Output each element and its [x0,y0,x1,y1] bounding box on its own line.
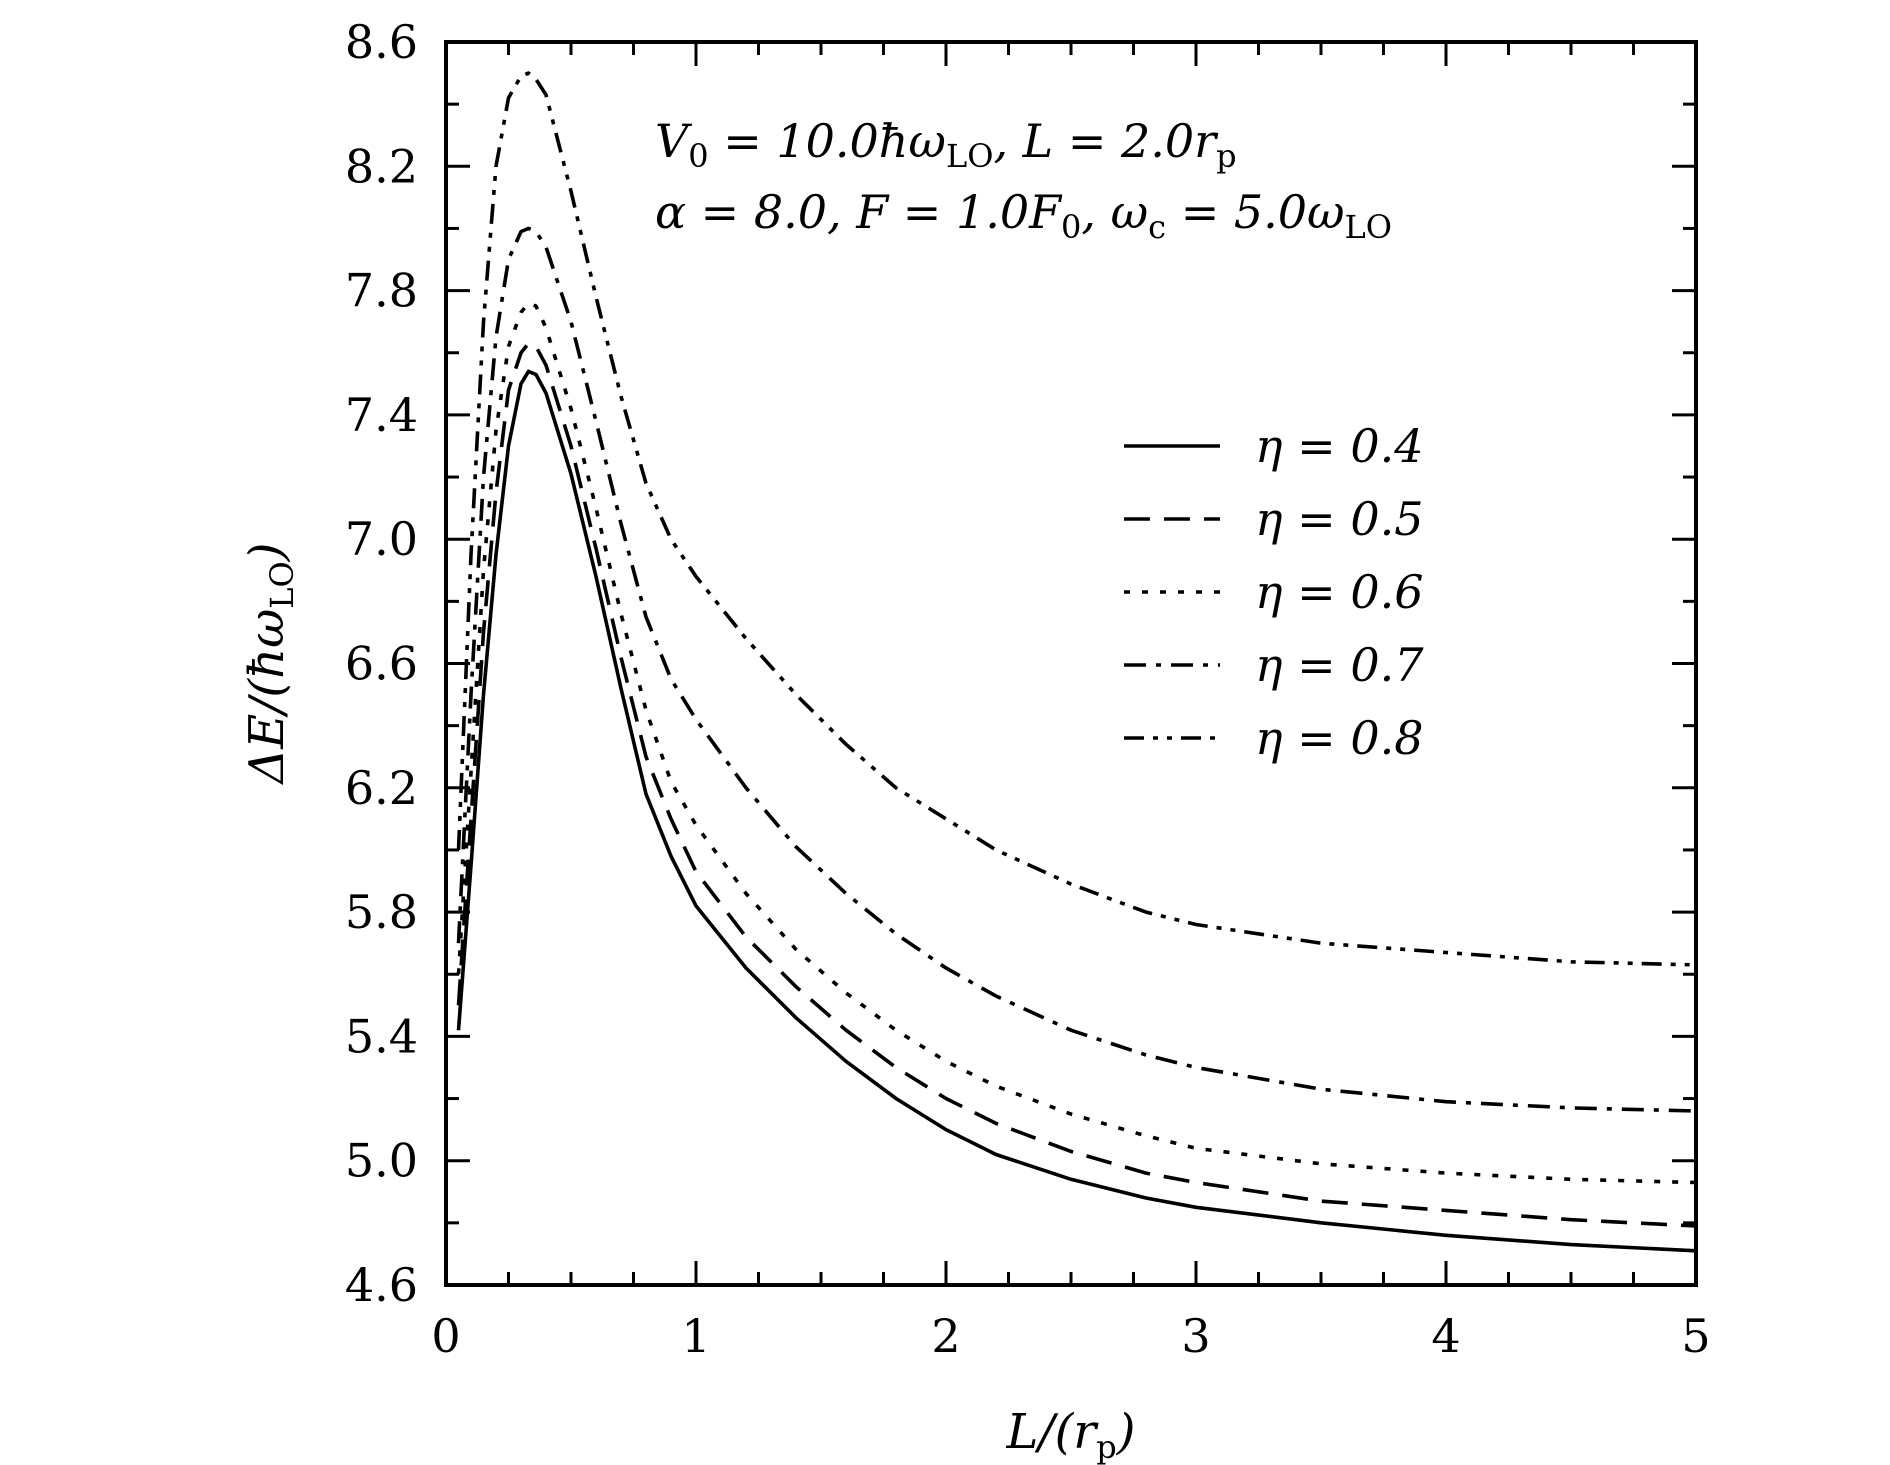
y-axis-title: ΔE/(ħωLO) [239,543,301,786]
series-line-3 [456,301,1697,1185]
annot2-wlo: = 5.0ω [1166,185,1344,239]
annot2-wlo-sub: LO [1345,208,1392,246]
series-line-2 [456,341,1697,1228]
annot2-w-sub: c [1148,208,1166,246]
legend: η = 0.4 η = 0.5 η = 0.6 η = 0.7 η = 0.8 [1124,419,1424,765]
x-tick-label: 5 [1681,1309,1710,1363]
x-axis-title-sub: p [1096,1428,1116,1465]
annot2-a-sub: 0 [1061,208,1081,246]
tick-label-layer: 0 1 2 3 4 5 4.6 5.0 5.4 5.8 6.2 6.6 7.0 7.4 7.8 8.2 8.6 [345,15,1711,1363]
x-tick-label: 0 [431,1309,460,1363]
y-tick-label: 4.6 [345,1258,418,1312]
annot1-l-sub: p [1216,137,1236,175]
annotation-line-1: V0 = 10.0ħωLO, L = 2.0rp [655,114,1237,175]
series-line-1 [456,369,1697,1253]
legend-label: η = 0.8 [1255,711,1424,765]
x-axis-title-main: L/(r [1006,1404,1100,1460]
x-tick-label: 1 [681,1309,710,1363]
y-tick-label: 8.6 [345,15,418,69]
y-tick-label: 5.0 [345,1134,418,1188]
annotation-line-2: α = 8.0, F = 1.0F0, ωc = 5.0ωLO [655,185,1392,246]
plot-frame [444,40,1698,1287]
x-axis-title-end: ) [1116,1404,1136,1460]
annot1-hw-sub: LO [946,137,993,175]
y-tick-label: 5.4 [345,1009,418,1063]
y-tick-label: 6.6 [345,637,418,691]
y-axis-title-main: ΔE/(ħω [239,609,295,786]
annot1-v-sub: 0 [688,137,708,175]
series-layer [456,71,1697,1253]
y-tick-label: 7.8 [345,264,418,318]
legend-label: η = 0.5 [1255,492,1424,546]
y-tick-label: 7.4 [345,388,418,442]
annot2-a: α = 8.0, F = 1.0F [655,185,1063,239]
annot2-w: , ω [1081,185,1148,239]
legend-label: η = 0.6 [1255,565,1424,619]
annot1-v: V [655,114,693,168]
y-tick-label: 5.8 [345,885,418,939]
annot1-l: , L = 2.0r [993,114,1219,168]
annot1-hw: = 10.0ħω [709,114,946,168]
y-axis-title-end: ) [239,543,295,563]
y-axis-title-sub: LO [263,561,301,608]
x-tick-label: 2 [931,1309,960,1363]
y-tick-label: 7.0 [345,512,418,566]
x-tick-label: 4 [1431,1309,1460,1363]
y-tick-label: 6.2 [345,761,418,815]
x-axis-title: L/(rp) [1006,1404,1136,1465]
y-tick-label: 8.2 [345,139,418,193]
x-tick-label: 3 [1181,1309,1210,1363]
series-line-5 [456,71,1697,967]
legend-label: η = 0.7 [1255,638,1424,692]
series-line-4 [456,226,1697,1113]
legend-label: η = 0.4 [1255,419,1424,473]
